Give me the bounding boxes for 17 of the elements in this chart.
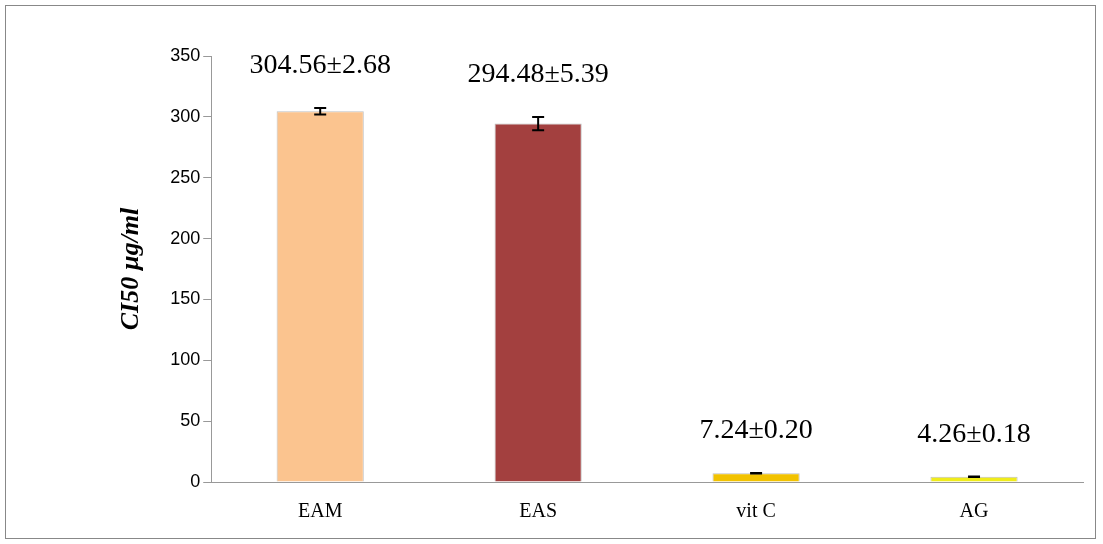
y-tick-label: 250 [170, 166, 201, 187]
y-tick-label: 100 [170, 349, 201, 370]
x-tick-label: EAM [297, 499, 343, 522]
y-tick-label: 350 [170, 44, 201, 65]
data-label: 4.26±0.18 [917, 416, 1031, 448]
y-tick-label: 200 [170, 227, 201, 248]
y-tick-label: 150 [170, 288, 201, 309]
data-label: 7.24±0.20 [699, 413, 813, 445]
y-tick-label: 300 [170, 105, 201, 126]
y-axis-title: CI50 µg/ml [115, 206, 145, 331]
y-tick-label: 50 [180, 410, 201, 431]
data-label: 304.56±2.68 [249, 48, 391, 80]
x-tick-label: EAS [519, 499, 558, 522]
x-tick-label: vit C [736, 499, 776, 522]
x-tick-label: AG [959, 499, 989, 522]
y-tick-label: 0 [190, 470, 201, 491]
data-label: 294.48±5.39 [467, 57, 609, 89]
